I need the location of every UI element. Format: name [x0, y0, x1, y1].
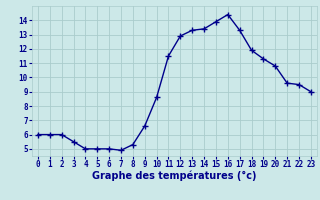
X-axis label: Graphe des températures (°c): Graphe des températures (°c) — [92, 171, 257, 181]
